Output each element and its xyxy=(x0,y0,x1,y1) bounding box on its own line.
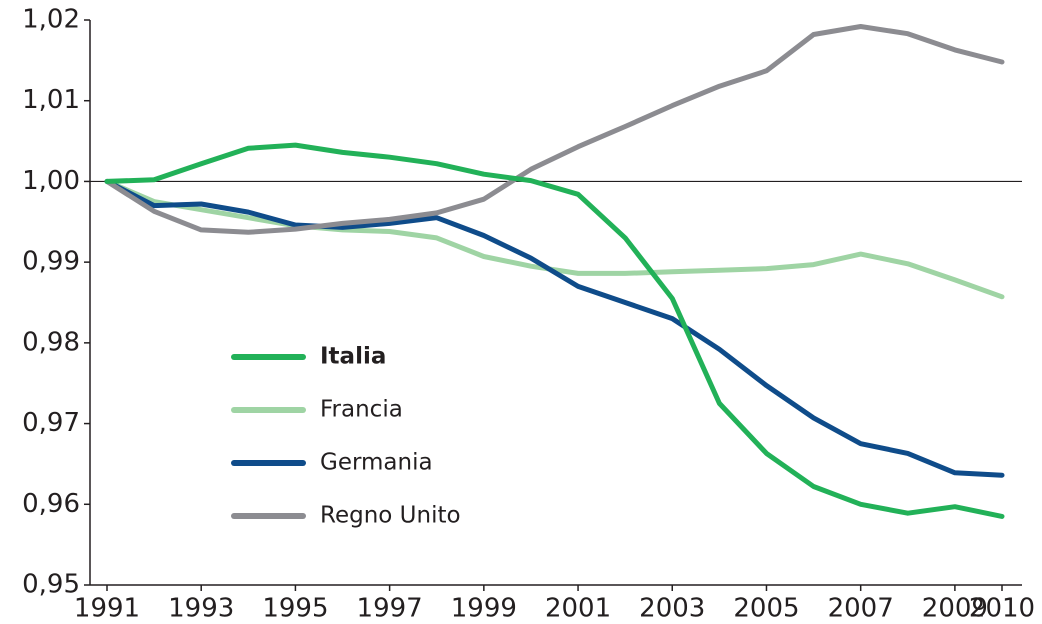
y-tick-label: 0,96 xyxy=(22,489,80,519)
y-tick-label: 1,00 xyxy=(22,166,80,196)
y-tick-label: 1,02 xyxy=(22,5,80,35)
x-tick-label: 1991 xyxy=(74,594,140,624)
x-tick-label: 2009 xyxy=(922,594,988,624)
series-line xyxy=(104,178,1005,300)
legend-label: Germania xyxy=(320,450,433,476)
x-tick-label: 2005 xyxy=(733,594,799,624)
x-tick-label: 1997 xyxy=(357,594,423,624)
series-line xyxy=(104,24,1005,235)
y-tick-label: 0,95 xyxy=(22,570,80,600)
x-tick-label: 1995 xyxy=(262,594,328,624)
y-tick-label: 0,97 xyxy=(22,408,80,438)
x-tick-label: 2010 xyxy=(969,594,1035,624)
legend-label: Regno Unito xyxy=(320,503,461,529)
y-tick-label: 0,98 xyxy=(22,327,80,357)
legend-label: Francia xyxy=(320,397,403,423)
y-tick-label: 0,99 xyxy=(22,247,80,277)
x-tick-label: 1993 xyxy=(168,594,234,624)
legend-label: Italia xyxy=(320,344,386,370)
x-tick-label: 2001 xyxy=(545,594,611,624)
y-tick-label: 1,01 xyxy=(22,85,80,115)
series-line xyxy=(104,142,1005,519)
series-line xyxy=(104,178,1005,478)
x-tick-label: 1999 xyxy=(451,594,517,624)
x-tick-label: 2003 xyxy=(639,594,705,624)
x-tick-label: 2007 xyxy=(828,594,894,624)
